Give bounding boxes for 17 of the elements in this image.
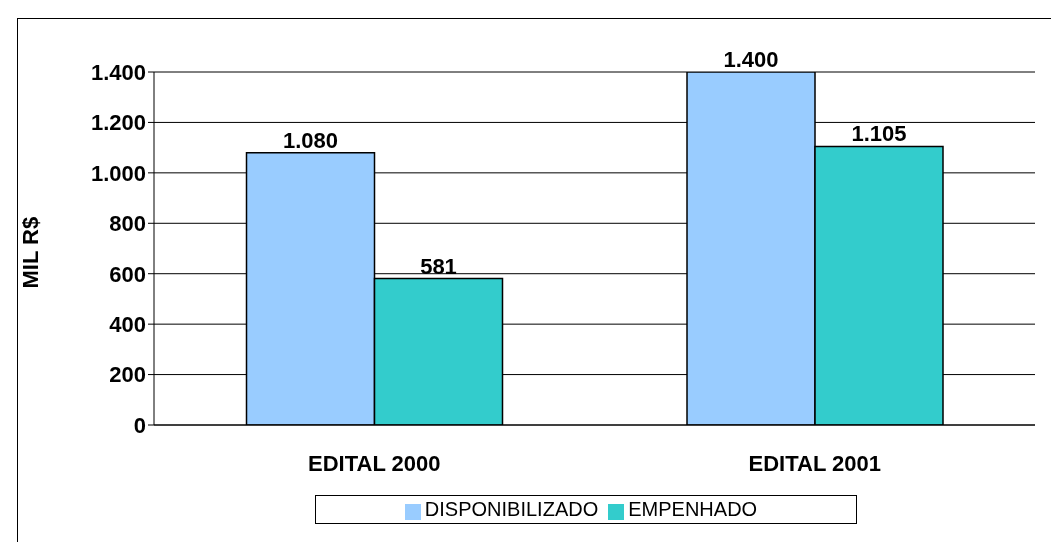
y-tick-label: 1.000 <box>90 160 146 186</box>
x-tick-label: EDITAL 2000 <box>308 450 441 476</box>
legend-label: DISPONIBILIZADO <box>424 498 599 520</box>
data-label: 1.105 <box>851 121 907 147</box>
data-label: 581 <box>420 253 457 279</box>
data-label: 1.080 <box>282 127 339 153</box>
y-tick-label: 1.400 <box>90 59 146 85</box>
y-tick-label: 1.200 <box>90 110 146 136</box>
legend-label: EMPENHADO <box>628 498 758 520</box>
y-tick-label: 600 <box>109 261 146 287</box>
y-tick-label: 800 <box>109 211 146 237</box>
y-tick-label: 0 <box>133 412 146 438</box>
data-label: 1.400 <box>723 47 779 72</box>
y-tick-label: 400 <box>109 311 146 337</box>
y-axis-title: MIL R$ <box>17 216 43 289</box>
x-tick-label: EDITAL 2001 <box>748 450 881 476</box>
y-tick-label: 200 <box>109 362 146 388</box>
